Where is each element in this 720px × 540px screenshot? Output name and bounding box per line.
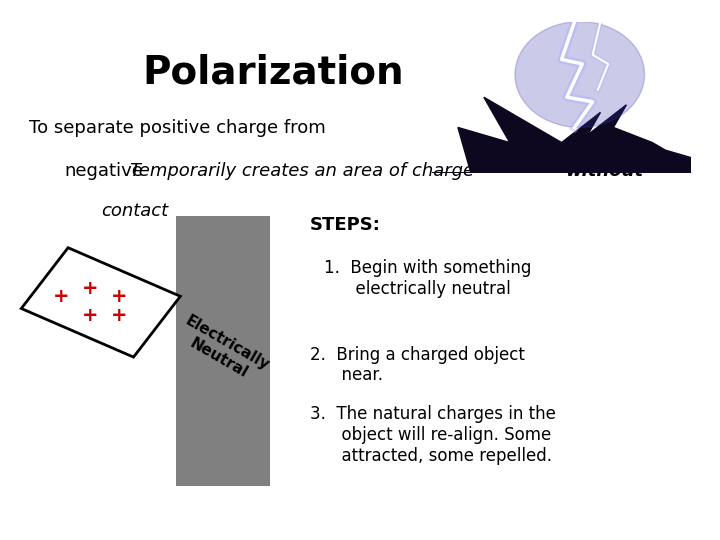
Text: 1.  Begin with something
      electrically neutral: 1. Begin with something electrically neu… bbox=[324, 259, 531, 298]
Bar bbox=[22, 248, 180, 357]
Text: +: + bbox=[111, 306, 127, 326]
Text: +: + bbox=[111, 287, 127, 307]
Polygon shape bbox=[432, 97, 691, 173]
Text: Electrically
Neutral: Electrically Neutral bbox=[174, 313, 272, 389]
Text: 2.  Bring a charged object
      near.: 2. Bring a charged object near. bbox=[310, 346, 524, 384]
Text: +: + bbox=[53, 287, 69, 307]
Bar bbox=[176, 216, 270, 486]
Text: +: + bbox=[82, 306, 98, 326]
Text: without: without bbox=[565, 162, 644, 180]
Ellipse shape bbox=[515, 22, 644, 127]
Text: Polarization: Polarization bbox=[143, 54, 405, 92]
Text: STEPS:: STEPS: bbox=[310, 216, 380, 234]
Text: 3.  The natural charges in the
      object will re-align. Some
      attracted,: 3. The natural charges in the object wil… bbox=[310, 405, 555, 464]
Text: To separate positive charge from: To separate positive charge from bbox=[29, 119, 325, 137]
Text: negative: negative bbox=[65, 162, 144, 180]
Text: Temporarily creates an area of charge: Temporarily creates an area of charge bbox=[130, 162, 480, 180]
Text: +: + bbox=[82, 279, 98, 299]
Text: contact: contact bbox=[101, 202, 168, 220]
